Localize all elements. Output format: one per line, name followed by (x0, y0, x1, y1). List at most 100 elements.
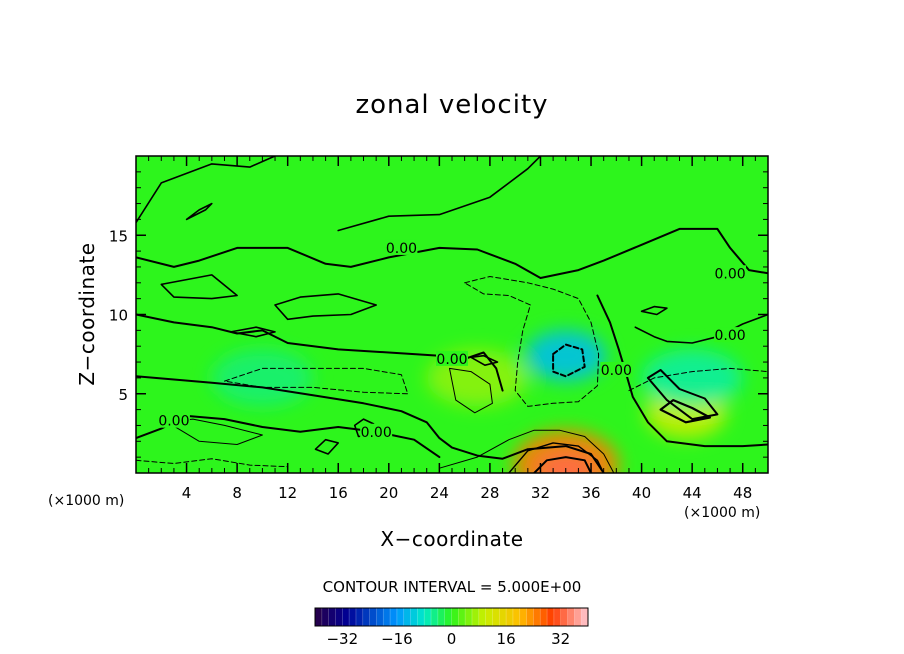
contour-label-bg (600, 361, 633, 377)
colorbar-cell (355, 608, 364, 626)
colorbar-cell (485, 608, 493, 626)
colorbar-cell (560, 608, 568, 626)
colorbar-frame (314, 607, 589, 627)
plot-area: 0.000.000.000.000.000.000.00 4 8 12 16 20 24 2… (109, 155, 769, 502)
x-axis-ticks: 4 8 12 16 20 24 28 32 36 40 44 48 (148, 156, 756, 502)
contour-line (533, 456, 592, 473)
y-axis-ticks: 5 10 15 (109, 171, 768, 458)
colorbar-cell (362, 608, 370, 626)
contour-line (470, 354, 499, 366)
contour-label-bg (714, 327, 747, 343)
colorbar-cell (315, 608, 323, 626)
colorbar-cell (321, 608, 330, 626)
x-tick-label: 20 (379, 484, 398, 502)
colorbar-cell (431, 608, 439, 626)
contour-label-bg (360, 423, 393, 439)
colorbar-cell (376, 608, 384, 626)
colorbar-tick-label: 16 (497, 630, 516, 648)
colorbar-tick-label: −16 (381, 630, 413, 648)
contour-line (552, 343, 586, 378)
x-tick-label: 24 (430, 484, 449, 502)
x-tick-label: 28 (480, 484, 499, 502)
x-tick-label: 44 (683, 484, 702, 502)
colorbar-cell (424, 608, 432, 626)
colorbar-cell (478, 608, 487, 626)
colorbar-cell (403, 608, 411, 626)
contour-line (314, 438, 339, 455)
contour-line (464, 276, 600, 407)
contour-line (185, 202, 213, 221)
contour-label: 0.00 (158, 414, 189, 430)
contour-label: 0.00 (436, 352, 467, 368)
contour-label-bg (714, 265, 747, 281)
colorbar-cell (417, 608, 425, 626)
contour-label-bg (157, 412, 190, 428)
x-unit-right: (×1000 m) (684, 505, 760, 521)
colorbar-cell (451, 608, 459, 626)
contour-line (230, 326, 276, 338)
x-axis-label: X−coordinate (380, 527, 523, 551)
contour-label: 0.00 (714, 328, 745, 344)
x-tick-label: 16 (329, 484, 348, 502)
colorbar-tick-label: 0 (447, 630, 457, 648)
contour-line (634, 313, 768, 344)
colorbar-cell (349, 608, 357, 626)
contour-line (136, 227, 768, 279)
contour-label: 0.00 (714, 266, 745, 282)
colorbar-cell (437, 608, 446, 626)
colorbar-tick-label: 32 (551, 630, 570, 648)
colorbar-cell (410, 608, 418, 626)
y-axis-label: Z−coordinate (75, 242, 99, 385)
contour-line (136, 458, 289, 468)
field-core (211, 349, 313, 407)
y-tick-label: 10 (109, 307, 128, 325)
colorbar-cell (396, 608, 405, 626)
contour-line (136, 313, 504, 392)
contour-label: 0.00 (386, 241, 417, 257)
contour-line (136, 375, 605, 473)
x-tick-label: 32 (531, 484, 550, 502)
contour-label: 0.00 (601, 363, 632, 379)
contour-line (628, 367, 768, 392)
contour-line (659, 399, 711, 424)
colorbar-cell (512, 608, 521, 626)
zero-contour-labels: 0.00 0.00 0.00 0.00 0.00 0.00 0.00 (157, 239, 747, 441)
chart-title: zonal velocity (355, 90, 548, 120)
colorbar-cell (342, 608, 350, 626)
colorbar-cell (553, 608, 562, 626)
colorbar-cell (492, 608, 500, 626)
x-unit-left: (×1000 m) (48, 493, 124, 509)
colorbar-cell (506, 608, 514, 626)
x-tick-label: 8 (232, 484, 242, 502)
colorbar-cell (390, 608, 398, 626)
contour-line (160, 274, 238, 300)
colorbar-cell (567, 608, 575, 626)
colorbar-cell (465, 608, 473, 626)
contour-label-bg (436, 350, 468, 366)
contour-label-bg (385, 239, 418, 255)
colorbar-cell (526, 608, 534, 626)
colorbar-cell (581, 608, 589, 626)
contour-line (274, 293, 377, 321)
field-core (512, 430, 619, 473)
x-tick-label: 12 (278, 484, 297, 502)
colorbar-cell (499, 608, 507, 626)
contour-line (438, 429, 615, 473)
colorbar-cell (471, 608, 480, 626)
colorbar-cell (533, 608, 541, 626)
colorbar-cell (328, 608, 336, 626)
x-tick-label: 48 (733, 484, 752, 502)
y-tick-label: 5 (118, 386, 128, 404)
contour-interval-text: CONTOUR INTERVAL = 5.000E+00 (323, 578, 582, 596)
contour-line (640, 305, 668, 316)
colorbar: −32 −16 0 16 32 (314, 607, 589, 648)
colorbar-cell (383, 608, 391, 626)
contour-lines (136, 156, 768, 473)
contour-line (646, 369, 719, 421)
colorbar-cell (540, 608, 548, 626)
contour-line (449, 367, 493, 414)
colorbar-cell (519, 608, 527, 626)
x-tick-label: 40 (632, 484, 651, 502)
y-tick-label: 15 (109, 227, 128, 245)
